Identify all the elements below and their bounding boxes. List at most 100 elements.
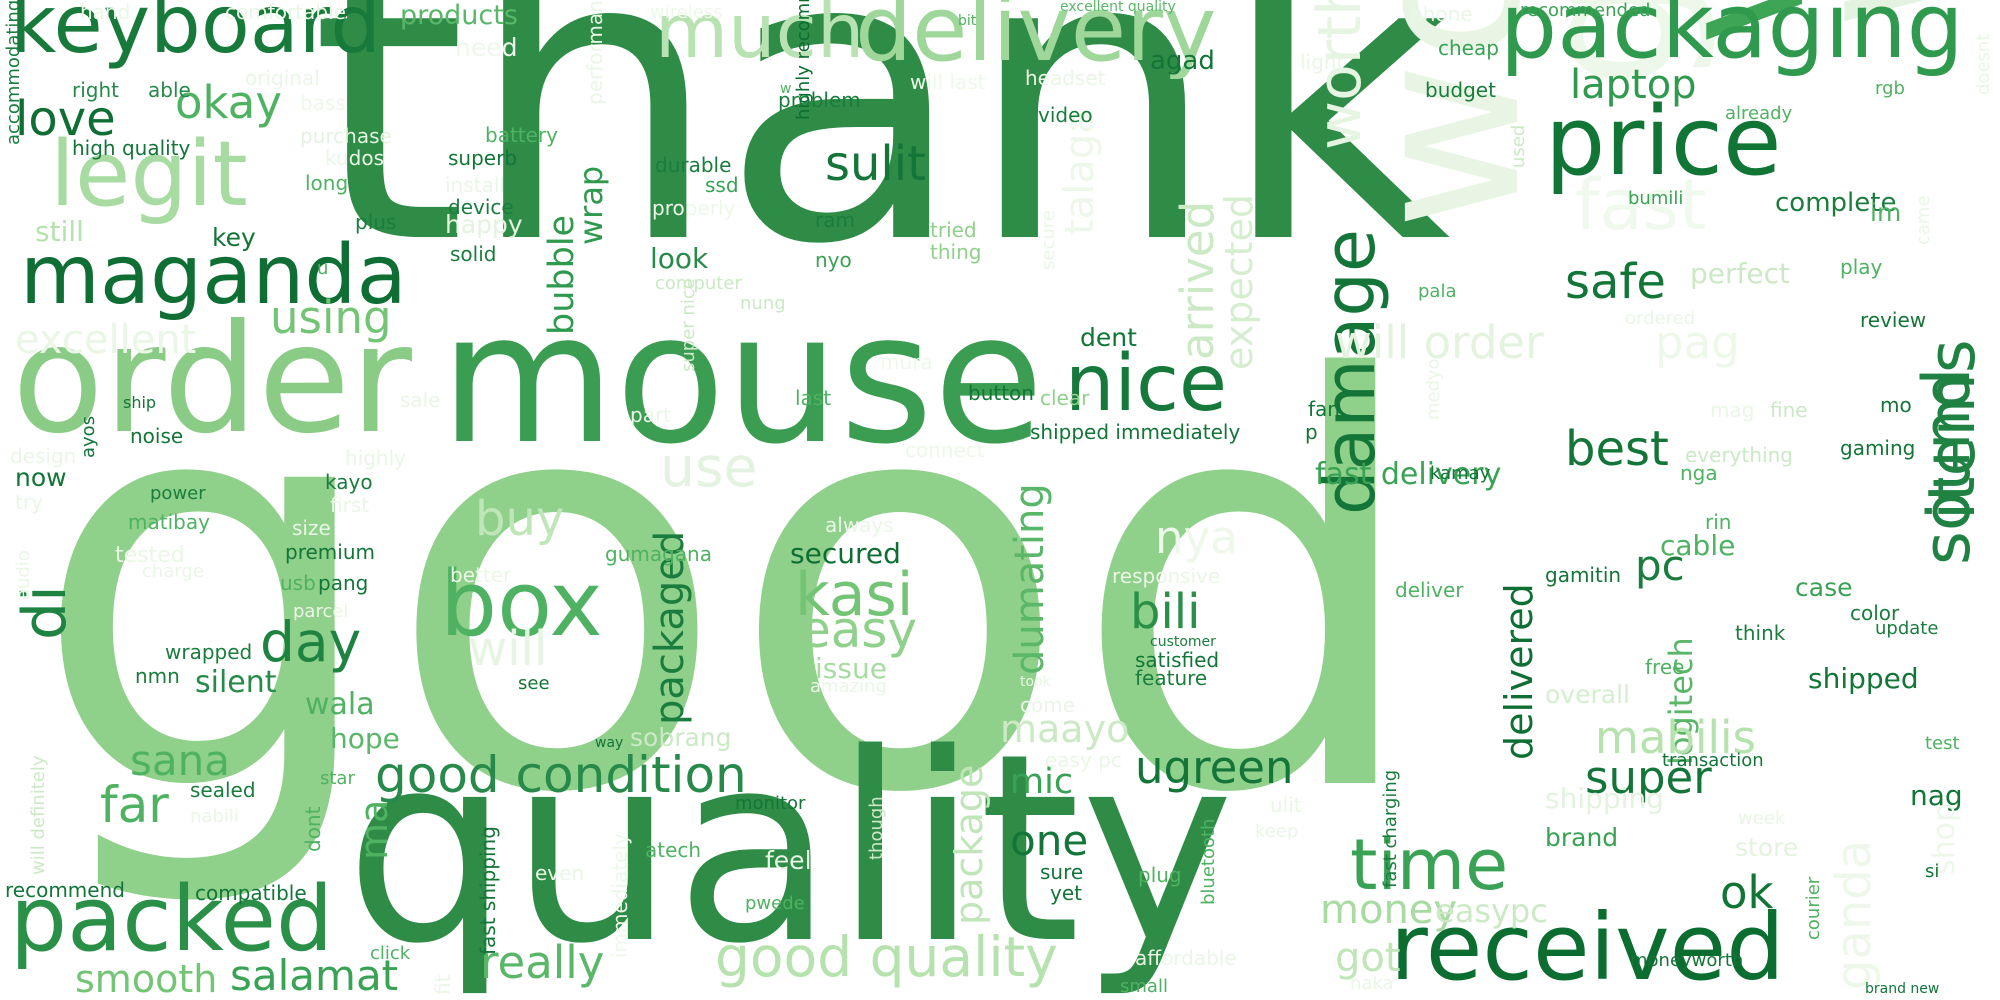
word-naka: naka [1350, 973, 1394, 994]
word-part: part [630, 403, 672, 427]
word-easy: easy [800, 601, 918, 659]
word-original: original [245, 66, 320, 90]
word-shipping: shipping [1545, 782, 1664, 815]
word-fit: fit [431, 974, 455, 995]
word-monitor: monitor [735, 793, 806, 814]
word-able: able [148, 78, 191, 102]
word-though: though [866, 796, 887, 860]
word-nag: nag [1910, 779, 1963, 812]
word-button: button [968, 381, 1034, 405]
word-agad: agad [1150, 46, 1215, 76]
word-come: come [1020, 693, 1076, 717]
word-rin: rin [1705, 510, 1732, 534]
word-connect: connect [905, 438, 985, 462]
word-bumili: bumili [1628, 188, 1684, 209]
word-far: far [100, 776, 169, 834]
word-ok: ok [1720, 866, 1774, 919]
word-salamat: salamat [230, 951, 399, 1000]
word-plug: plug [1138, 863, 1182, 887]
word-dumating: dumating [1007, 483, 1053, 675]
word-battery: battery [485, 123, 558, 147]
word-small: small [1120, 976, 1168, 997]
word-gumagana: gumagana [605, 542, 712, 566]
word-click: click [370, 943, 411, 964]
word-bili: bili [1130, 584, 1201, 640]
word-took: took [1020, 674, 1051, 690]
word-comfortable: comfortable [225, 0, 346, 24]
word-delivered: delivered [1497, 583, 1541, 760]
word-properly: properly [652, 196, 736, 220]
word-will-definitely: will definitely [28, 755, 49, 875]
word-tested: tested [115, 543, 185, 568]
word-will-last: will last [910, 70, 986, 94]
word-look: look [650, 242, 709, 275]
word-sale: sale [400, 388, 441, 412]
word-nya: nya [1155, 511, 1238, 564]
word-affordable: affordable [1135, 946, 1237, 970]
word-mag: mag [1710, 398, 1755, 422]
word-u: u [317, 258, 329, 279]
word-kasi: kasi [795, 560, 914, 630]
word-star: star [320, 768, 355, 789]
word-mouse: mouse [440, 275, 1045, 484]
word-better: better [450, 563, 512, 587]
word-feature: feature [1135, 666, 1208, 690]
word-light: light [1300, 50, 1345, 74]
word-overall: overall [1545, 680, 1630, 709]
word-usb: usb [280, 571, 316, 595]
word-products: products [400, 0, 518, 31]
word-worth: worth [1305, 0, 1375, 150]
word-im: im [1870, 198, 1902, 227]
word-way: way [595, 735, 624, 751]
word-doesnt: doesnt [1973, 33, 1994, 95]
word-items: items [1915, 339, 1990, 520]
word-using: using [270, 291, 392, 344]
word-clear: clear [1040, 386, 1090, 410]
word-fast: fast [1575, 164, 1707, 246]
word-kudos: kudos [325, 146, 384, 170]
word-came: came [1913, 195, 1934, 245]
word-nga: nga [1680, 461, 1718, 485]
word-mic: mic [1010, 762, 1074, 802]
word-pc: pc [1635, 541, 1685, 590]
word-thing: thing [930, 240, 982, 264]
word-nyo: nyo [815, 248, 852, 272]
word-phone: phone [1410, 2, 1473, 26]
word-good-condition: good condition [375, 746, 747, 804]
word-super: super [1585, 751, 1712, 804]
word-nice: nice [1065, 339, 1227, 429]
word-buy: buy [475, 491, 565, 547]
word-secured: secured [790, 537, 901, 570]
word-hope: hope [330, 722, 400, 755]
word-long: long [305, 171, 349, 195]
word-order: order [12, 293, 412, 467]
word-computer: computer [655, 273, 742, 294]
word-wala: wala [305, 687, 375, 722]
word-fast-shipping: fast shipping [476, 826, 500, 955]
word-dont: dont [301, 806, 325, 852]
word-charge: charge [142, 561, 204, 582]
word-easy-pc: easy pc [1045, 748, 1122, 772]
word-gamitin: gamitin [1545, 563, 1622, 587]
word-ulit: ulit [1270, 793, 1302, 817]
word-thank: thank [310, 0, 1451, 332]
word-hand: hand [80, 0, 131, 24]
word-recommend: recommend [5, 878, 125, 902]
word-maganda: maganda [20, 228, 407, 323]
word-issue: issue [815, 652, 887, 685]
word-free: free [1645, 655, 1685, 679]
word-video: video [1038, 103, 1093, 127]
word-recommended: recommended [1520, 0, 1651, 21]
word-now: now [15, 463, 67, 492]
word-really: really [480, 936, 605, 989]
word-purchase: purchase [300, 124, 392, 148]
word-wrap: wrap [572, 165, 610, 245]
word-premium: premium [285, 540, 375, 564]
word-fast-charging: fast charging [1380, 769, 1401, 888]
word-legit: legit [50, 122, 248, 227]
word-wrapped: wrapped [165, 640, 253, 664]
word-good-quality: good quality [715, 925, 1058, 989]
word-moneyworth: moneyworth [1630, 950, 1744, 971]
word-ssd: ssd [705, 173, 739, 197]
word-pala: pala [1418, 281, 1457, 302]
